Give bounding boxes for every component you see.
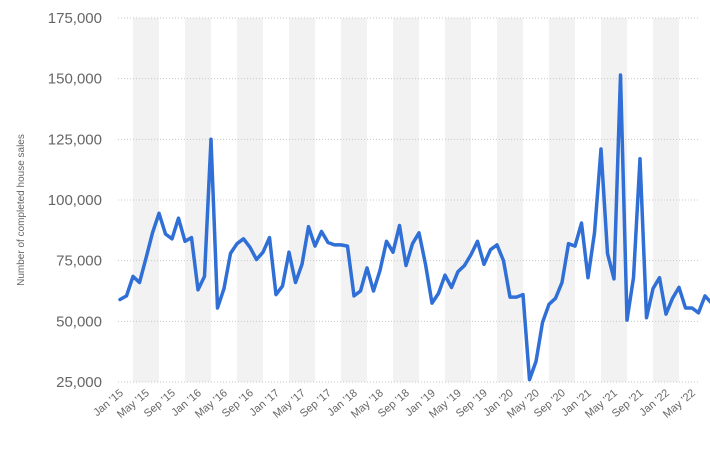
y-tick-label: 175,000	[48, 10, 102, 27]
y-tick-label: 50,000	[56, 313, 102, 330]
series-line	[118, 73, 710, 382]
y-axis-label: Number of completed house sales	[16, 134, 27, 286]
y-tick-label: 75,000	[56, 253, 102, 270]
column-band	[653, 18, 679, 382]
y-tick-label: 100,000	[48, 192, 102, 209]
y-tick-label: 150,000	[48, 71, 102, 88]
column-band	[341, 18, 367, 382]
y-tick-label: 125,000	[48, 131, 102, 148]
y-axis-ticks: 25,000 50,000 75,000 100,000 125,000 150,000 1…	[48, 10, 102, 391]
column-band	[497, 18, 523, 382]
y-tick-label: 25,000	[56, 374, 102, 391]
